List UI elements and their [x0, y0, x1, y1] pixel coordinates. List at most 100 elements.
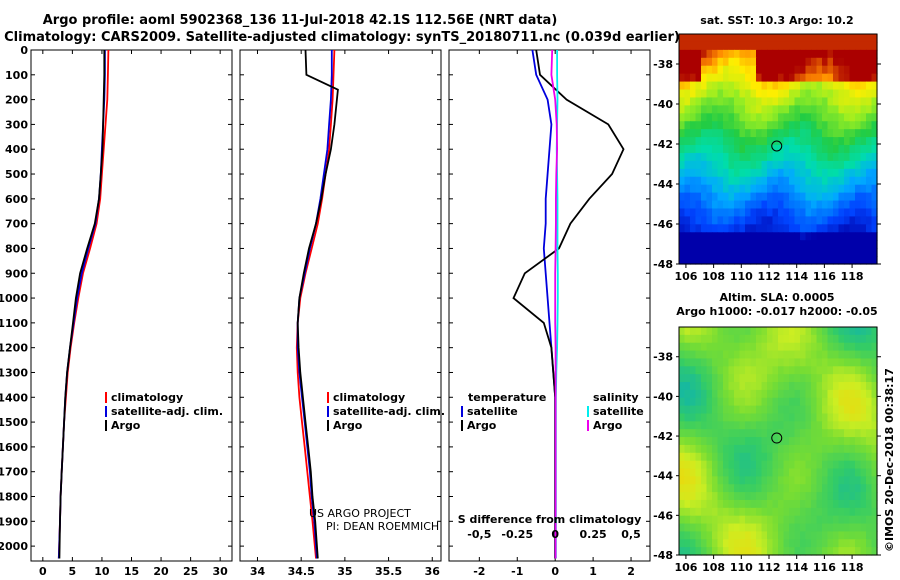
sla-map-cell — [679, 547, 686, 556]
sst-map-cell — [789, 184, 796, 194]
sst-map-cell — [789, 145, 796, 154]
sst-map-cell — [745, 34, 752, 43]
sst-map-cell — [690, 200, 697, 210]
sla-map-cell — [706, 358, 713, 367]
sst-map-cell — [706, 113, 713, 122]
sst-map-cell — [706, 176, 713, 186]
sst-map-cell — [723, 200, 730, 210]
sst-map-cell — [827, 176, 834, 186]
sst-map-cell — [827, 256, 834, 265]
sst-map-cell — [811, 152, 818, 162]
sst-map-cell — [728, 81, 735, 91]
sst-map-cell — [767, 65, 774, 75]
sst-map-cell — [838, 256, 845, 265]
sst-map-cell — [728, 49, 735, 59]
diff-legend-label-right: Argo — [593, 419, 623, 432]
sla-map-cell — [695, 413, 702, 422]
salinity-panel: 3434.53535.536salinityclimatologysatelli… — [239, 49, 445, 580]
sst-map-cell — [849, 192, 856, 202]
sst-map-cell — [690, 192, 697, 202]
sla-map-cell — [844, 334, 851, 344]
sla-map-cell — [712, 389, 719, 399]
sst-map-cell — [767, 73, 774, 83]
sla-map-cell — [761, 389, 768, 399]
sla-map-cell — [871, 499, 878, 509]
sla-map-cell — [701, 452, 708, 462]
sst-map-cell — [860, 248, 867, 257]
sla-map-cell — [761, 413, 768, 422]
sst-map-cell — [827, 97, 834, 106]
sla-map-cell — [871, 421, 878, 430]
sst-map-cell — [695, 160, 702, 170]
sst-map-cell — [789, 248, 796, 257]
sst-map-cell — [816, 200, 823, 210]
sst-map-cell — [849, 65, 856, 75]
sst-map-cell — [778, 192, 785, 202]
sla-map-cell — [866, 421, 873, 430]
sla-map-cell — [778, 476, 785, 485]
sla-map-cell — [794, 389, 801, 399]
sst-map-cell — [739, 248, 746, 257]
sla-map-cell — [811, 342, 818, 352]
sst-map-cell — [679, 200, 686, 210]
sla-map-cell — [728, 437, 735, 446]
sst-map-cell — [778, 248, 785, 257]
sst-map-cell — [679, 232, 686, 241]
sst-map-cell — [822, 232, 829, 241]
sst-map-cell — [871, 105, 878, 114]
sst-map-cell — [684, 160, 691, 170]
us-argo-annotation: US ARGO PROJECT — [309, 507, 411, 520]
sst-map-cell — [695, 57, 702, 67]
sst-map-cell — [712, 137, 719, 146]
sst-map-cell — [844, 152, 851, 162]
sst-map-cell — [783, 73, 790, 83]
sla-map-cell — [723, 334, 730, 344]
sla-map-cell — [739, 397, 746, 407]
sla-map-cell — [756, 382, 763, 391]
sst-map-cell — [750, 129, 757, 138]
sst-map-cell — [761, 224, 768, 233]
sst-map-cell — [871, 121, 878, 130]
sst-map-cell — [756, 224, 763, 233]
sst-map-cell — [811, 81, 818, 91]
sla-map-cell — [794, 492, 801, 501]
sst-map-cell — [679, 192, 686, 202]
sla-map-cell — [745, 492, 752, 501]
sst-map-cell — [800, 248, 807, 257]
sst-map-cell — [805, 89, 812, 99]
sst-map-cell — [844, 192, 851, 202]
sla-map-cell — [684, 515, 691, 525]
sla-map-cell — [712, 531, 719, 540]
sst-map-cell — [827, 145, 834, 154]
sst-map-cell — [849, 224, 856, 233]
sla-map-cell — [816, 515, 823, 525]
sla-map-cell — [745, 468, 752, 477]
sst-map-cell — [701, 49, 708, 59]
difference-series-s-argo — [550, 49, 559, 559]
sst-map-cell — [811, 256, 818, 265]
sla-map-cell — [679, 531, 686, 540]
sst-map-cell — [783, 224, 790, 233]
sst-map-cell — [772, 208, 779, 218]
sla-map-cell — [701, 515, 708, 525]
sst-map-cell — [860, 168, 867, 178]
sla-map-cell — [739, 460, 746, 470]
sst-map-cell — [827, 200, 834, 210]
sst-map-cell — [750, 200, 757, 210]
sst-map-cell — [745, 129, 752, 138]
sla-map-cell — [750, 437, 757, 446]
sla-map-cell — [745, 499, 752, 509]
sst-map-cell — [866, 160, 873, 170]
sla-map-cell — [866, 327, 873, 336]
sla-map-cell — [761, 397, 768, 407]
sst-map-cell — [712, 121, 719, 130]
sst-map-cell — [739, 200, 746, 210]
sla-map-cell — [772, 499, 779, 509]
sst-map-cell — [855, 152, 862, 162]
sst-map-cell — [849, 34, 856, 43]
sla-map-cell — [822, 382, 829, 391]
sst-map-cell — [684, 129, 691, 138]
sla-map-cell — [728, 327, 735, 336]
sla-map-cell — [723, 484, 730, 493]
sst-map-cell — [761, 129, 768, 138]
